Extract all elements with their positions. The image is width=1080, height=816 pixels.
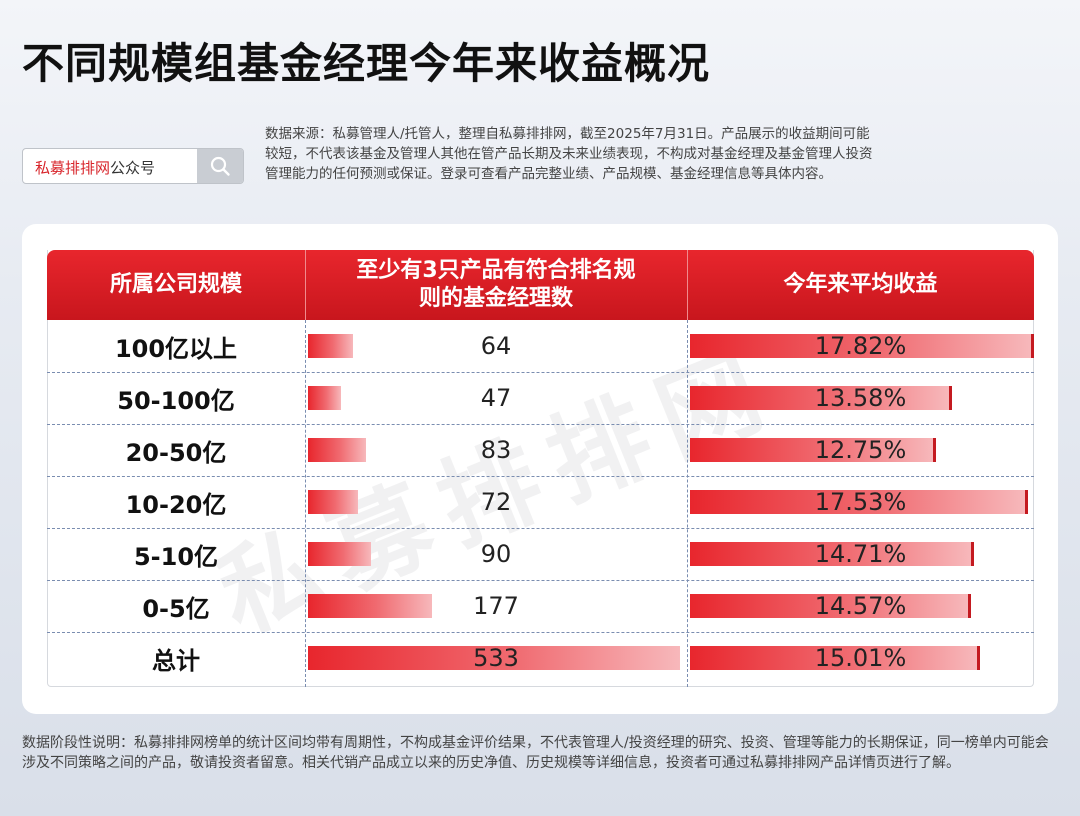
header-separator: [305, 250, 306, 320]
column-header-line: 至少有3只产品有符合排名规: [356, 258, 636, 283]
count-bar: [308, 386, 341, 410]
count-bar: [308, 542, 371, 566]
search-label: 私募排排网公众号: [35, 157, 155, 178]
column-header-line: 则的基金经理数: [418, 286, 573, 311]
page-title: 不同规模组基金经理今年来收益概况: [22, 39, 711, 88]
search-box[interactable]: 私募排排网公众号: [22, 148, 244, 184]
count-bar: [308, 594, 432, 618]
count-bar: [308, 334, 353, 358]
search-brand: 私募排排网: [35, 159, 111, 177]
return-bar: [690, 386, 952, 410]
count-value: 47: [480, 384, 512, 412]
return-bar: [690, 542, 974, 566]
search-suffix: 公众号: [110, 159, 156, 177]
row-divider: [47, 372, 1034, 373]
row-divider: [47, 476, 1034, 477]
count-value: 72: [480, 488, 512, 516]
column-divider: [687, 320, 688, 687]
return-value: 14.71%: [814, 540, 907, 568]
search-icon: [210, 156, 230, 176]
footer-note: 数据阶段性说明：私募排排网榜单的统计区间均带有周期性，不构成基金评价结果，不代表…: [22, 735, 1049, 771]
source-note: 数据来源：私募管理人/托管人，整理自私募排排网，截至2025年7月31日。产品展…: [265, 126, 873, 182]
count-value: 177: [473, 592, 519, 620]
header-separator: [687, 250, 688, 320]
return-value: 13.58%: [814, 384, 907, 412]
column-header-line: 所属公司规模: [109, 272, 242, 297]
return-value: 12.75%: [814, 436, 907, 464]
data-table: [47, 250, 1034, 687]
row-label: 0-5亿: [142, 594, 210, 623]
column-header-1: 所属公司规模: [47, 250, 305, 320]
count-value: 83: [480, 436, 512, 464]
count-bar: [308, 646, 680, 670]
row-label: 5-10亿: [133, 542, 219, 571]
column-divider: [305, 320, 306, 687]
count-value: 90: [480, 540, 512, 568]
search-button[interactable]: [197, 149, 243, 183]
row-divider: [47, 580, 1034, 581]
count-value: 533: [473, 644, 519, 672]
return-bar: [690, 594, 971, 618]
row-divider: [47, 632, 1034, 633]
row-label: 20-50亿: [125, 438, 227, 467]
return-bar: [690, 490, 1028, 514]
row-divider: [47, 528, 1034, 529]
return-value: 17.53%: [814, 488, 907, 516]
row-label: 总计: [152, 646, 200, 675]
row-label: 10-20亿: [125, 490, 227, 519]
count-value: 64: [480, 332, 512, 360]
return-bar: [690, 334, 1034, 358]
column-header-3: 今年来平均收益: [687, 250, 1034, 320]
count-bar: [308, 438, 366, 462]
column-header-2: 至少有3只产品有符合排名规 则的基金经理数: [305, 250, 687, 320]
row-label: 100亿以上: [114, 334, 238, 363]
return-bar: [690, 646, 980, 670]
return-bar: [690, 438, 936, 462]
row-label: 50-100亿: [117, 386, 235, 415]
count-bar: [308, 490, 358, 514]
return-value: 14.57%: [814, 592, 907, 620]
return-value: 15.01%: [814, 644, 907, 672]
table-header: 所属公司规模 至少有3只产品有符合排名规 则的基金经理数 今年来平均收益: [47, 250, 1034, 320]
return-value: 17.82%: [814, 332, 907, 360]
row-divider: [47, 424, 1034, 425]
column-header-line: 今年来平均收益: [783, 272, 938, 297]
